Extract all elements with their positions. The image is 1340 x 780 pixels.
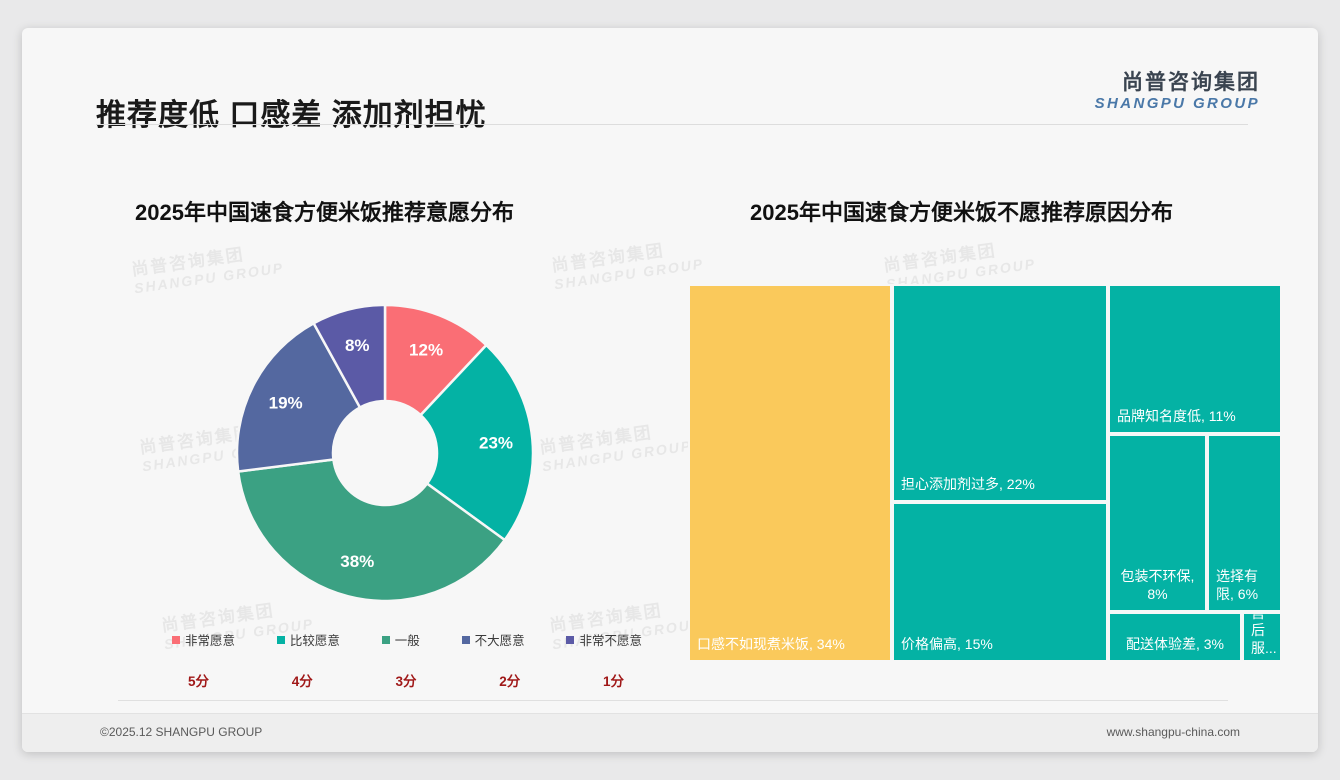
donut-slice[interactable] (235, 321, 362, 473)
copyright-text: ©2025.12 SHANGPU GROUP (100, 725, 263, 739)
page-title: 推荐度低 口感差 添加剂担忧 (96, 99, 487, 132)
donut-slice-label: 12% (409, 340, 443, 359)
slide-header: 推荐度低 口感差 添加剂担忧 尚普咨询集团 SHANGPU GROUP (22, 28, 1318, 132)
logo-english-text: SHANGPU GROUP (1094, 95, 1260, 113)
legend-label: 比较愿意 (289, 634, 340, 648)
slide-card: 推荐度低 口感差 添加剂担忧 尚普咨询集团 SHANGPU GROUP 尚普咨询… (22, 28, 1318, 752)
legend-swatch-icon (172, 635, 180, 644)
watermark: 尚普咨询集团 SHANGPU GROUP (550, 236, 705, 292)
treemap-cell-label: 价格偏高, 15% (901, 635, 993, 652)
watermark-cn: 尚普咨询集团 (882, 240, 998, 276)
logo-chinese-text: 尚普咨询集团 (1122, 71, 1260, 94)
legend-swatch-icon (461, 635, 470, 644)
footnote-divider (118, 700, 1228, 701)
legend-item[interactable]: 非常不愿意 (566, 630, 642, 649)
donut-slice[interactable] (418, 343, 535, 542)
treemap-cell-label: 口感不如现煮米饭, 34% (697, 635, 845, 652)
watermark-cn: 尚普咨询集团 (550, 240, 666, 276)
treemap-cell[interactable]: 品牌知名度低, 11% (1108, 284, 1282, 434)
legend-swatch-icon (381, 635, 390, 644)
watermark: 尚普咨询集团 SHANGPU GROUP (538, 418, 693, 474)
donut-slice[interactable] (312, 303, 387, 410)
footer-bar: ©2025.12 SHANGPU GROUP www.shangpu-china… (22, 713, 1318, 752)
treemap-cell-label: 选择有限, 6% (1216, 568, 1259, 602)
donut-slice-label: 38% (340, 552, 374, 571)
treemap-chart: 口感不如现煮米饭, 34% 担心添加剂过多, 22% 价格偏高, 15% 品牌知… (688, 284, 1282, 662)
website-url[interactable]: www.shangpu-china.com (1106, 725, 1240, 739)
score-label: 1分 (602, 674, 624, 689)
legend-item[interactable]: 一般 (381, 630, 420, 649)
legend-swatch-icon (276, 635, 285, 644)
watermark-cn: 尚普咨询集团 (130, 244, 246, 280)
watermark-cn: 尚普咨询集团 (538, 422, 654, 458)
treemap-cell-label: 担心添加剂过多, 22% (901, 475, 1035, 492)
donut-slice-label: 8% (345, 336, 370, 355)
score-label: 5分 (188, 674, 210, 689)
legend-label: 非常愿意 (185, 634, 236, 648)
brand-logo: 尚普咨询集团 SHANGPU GROUP (1094, 71, 1260, 113)
score-label: 2分 (499, 674, 521, 689)
treemap-cell[interactable]: 口感不如现煮米饭, 34% (688, 284, 892, 662)
donut-slice[interactable] (236, 458, 507, 603)
donut-slice-label: 23% (479, 434, 513, 453)
treemap-cell-label: 配送体验差, 3% (1125, 635, 1224, 652)
treemap-cell[interactable]: 包装不环保, 8% (1108, 434, 1207, 612)
legend-item[interactable]: 比较愿意 (276, 630, 340, 649)
donut-chart-svg: 12% 23% 38% 19% 8% (235, 303, 535, 603)
legend-label: 一般 (394, 634, 420, 648)
donut-slice-label: 19% (269, 393, 303, 412)
chart-title-donut: 2025年中国速食方便米饭推荐意愿分布 (135, 200, 514, 225)
treemap-cell[interactable]: 售后服... (1242, 612, 1282, 662)
treemap-cell[interactable]: 担心添加剂过多, 22% (892, 284, 1108, 502)
donut-legend: 非常愿意 比较愿意 一般 不大愿意 非常不愿意 (172, 630, 642, 649)
treemap-cell[interactable]: 价格偏高, 15% (892, 502, 1108, 662)
treemap-cell-label: 包装不环保, 8% (1120, 568, 1195, 602)
watermark-en: SHANGPU GROUP (540, 437, 693, 474)
legend-label: 不大愿意 (474, 634, 525, 648)
header-divider (96, 124, 1248, 125)
score-label: 3分 (395, 674, 417, 689)
legend-item[interactable]: 非常愿意 (172, 630, 235, 649)
treemap-cell[interactable]: 配送体验差, 3% (1108, 612, 1242, 662)
treemap-cell-label: 品牌知名度低, 11% (1117, 407, 1236, 424)
legend-item[interactable]: 不大愿意 (461, 630, 525, 649)
legend-swatch-icon (566, 635, 575, 644)
score-row: 5分 4分 3分 2分 1分 (172, 670, 642, 690)
watermark-en: SHANGPU GROUP (552, 255, 705, 292)
donut-chart: 12% 23% 38% 19% 8% (210, 278, 560, 628)
treemap-cell-label: 售后服... (1251, 612, 1277, 656)
score-label: 4分 (291, 674, 313, 689)
chart-title-treemap: 2025年中国速食方便米饭不愿推荐原因分布 (750, 200, 1173, 225)
legend-label: 非常不愿意 (579, 634, 642, 648)
donut-slice[interactable] (383, 303, 489, 417)
treemap-cell[interactable]: 选择有限, 6% (1207, 434, 1282, 612)
